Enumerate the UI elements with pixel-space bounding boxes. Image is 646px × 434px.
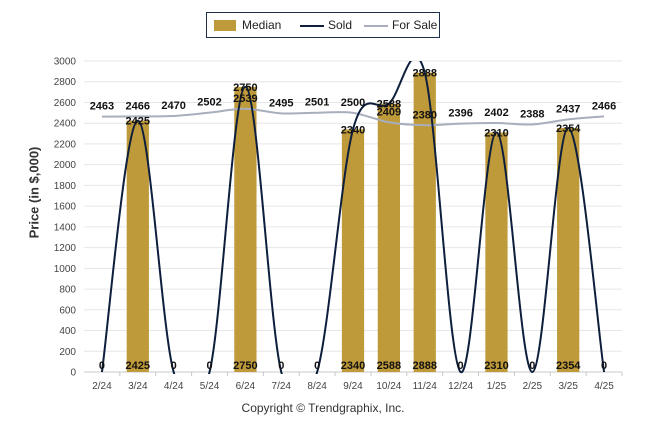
y-tick-label: 1200	[54, 243, 77, 254]
median-data-label: 2340	[341, 360, 365, 372]
for-sale-data-label: 2466	[592, 100, 616, 112]
sold-data-label: 0	[601, 360, 607, 372]
sold-data-label: 2310	[484, 128, 508, 140]
legend-sold-label: Sold	[328, 18, 353, 32]
sold-line	[100, 61, 606, 374]
x-tick-label: 3/24	[128, 381, 148, 392]
bar	[341, 129, 365, 372]
copyright-text: Copyright © Trendgraphix, Inc.	[241, 401, 405, 415]
sold-data-label: 2354	[556, 123, 581, 135]
y-tick-label: 1800	[54, 181, 77, 192]
sold-data-label: 0	[529, 360, 535, 372]
x-tick-label: 8/24	[307, 381, 327, 392]
x-tick-label: 2/24	[92, 381, 112, 392]
bar	[126, 120, 149, 372]
x-tick-label: 4/25	[594, 381, 614, 392]
y-tick-label: 3000	[54, 57, 77, 68]
y-tick-label: 2600	[54, 98, 77, 109]
legend-median-swatch	[214, 20, 236, 31]
y-tick-label: 2000	[54, 160, 77, 171]
median-data-label: 2750	[233, 360, 257, 372]
x-tick-label: 11/24	[413, 381, 438, 392]
sold-data-label: 0	[314, 360, 320, 372]
x-tick-label: 12/24	[448, 381, 473, 392]
for-sale-data-label: 2495	[269, 97, 293, 109]
sold-data-label: 2588	[377, 99, 401, 111]
x-tick-label: 10/24	[376, 381, 401, 392]
x-tick-label: 1/25	[487, 381, 507, 392]
sold-data-label: 0	[99, 360, 105, 372]
sold-data-label: 2340	[341, 124, 365, 136]
for-sale-data-label: 2500	[341, 97, 365, 109]
y-tick-label: 2800	[54, 77, 77, 88]
sold-data-label: 2888	[412, 68, 436, 80]
y-tick-label: 1000	[54, 264, 77, 275]
for-sale-data-label: 2437	[556, 103, 580, 115]
y-tick-label: 400	[59, 326, 76, 337]
median-data-label: 2588	[377, 360, 401, 372]
bar	[377, 103, 400, 372]
for-sale-data-label: 2380	[412, 109, 436, 121]
for-sale-data-label: 2463	[90, 101, 114, 113]
legend-sold-swatch	[300, 25, 324, 27]
y-tick-label: 600	[59, 305, 76, 316]
x-tick-label: 9/24	[343, 381, 363, 392]
y-tick-label: 2400	[54, 119, 77, 130]
for-sale-data-label: 2501	[305, 97, 329, 109]
for-sale-data-label: 2466	[126, 100, 150, 112]
x-tick-label: 7/24	[272, 381, 292, 392]
legend-for-sale-label: For Sale	[392, 18, 438, 32]
for-sale-data-label: 2402	[484, 107, 508, 119]
sold-data-label: 2425	[126, 116, 150, 128]
x-tick-label: 6/24	[236, 381, 256, 392]
for-sale-data-label: 2396	[448, 108, 472, 120]
median-data-label: 2310	[484, 360, 508, 372]
x-tick-label: 4/24	[164, 381, 184, 392]
bar	[413, 72, 436, 373]
median-data-label: 2354	[556, 360, 581, 372]
sold-data-label: 0	[278, 360, 284, 372]
for-sale-data-label: 2539	[233, 93, 257, 105]
legend-for-sale-swatch	[364, 25, 388, 27]
y-tick-label: 200	[59, 347, 76, 358]
x-tick-label: 3/25	[558, 381, 578, 392]
y-tick-label: 0	[70, 368, 76, 379]
median-data-label: 2425	[126, 360, 150, 372]
for-sale-data-label: 2409	[377, 106, 401, 118]
sold-data-label: 0	[171, 360, 177, 372]
legend-median-label: Median	[242, 18, 282, 32]
bar	[234, 86, 257, 373]
x-tick-label: 2/25	[523, 381, 543, 392]
for-sale-data-label: 2470	[161, 100, 185, 112]
sold-data-label: 0	[458, 360, 464, 372]
y-tick-label: 2200	[54, 139, 77, 150]
y-tick-label: 800	[59, 285, 76, 296]
x-tick-label: 5/24	[200, 381, 220, 392]
y-tick-label: 1600	[54, 202, 77, 213]
bar	[557, 127, 580, 373]
sold-data-label: 2750	[233, 82, 257, 94]
for-sale-data-label: 2502	[197, 97, 221, 109]
legend: Median Sold For Sale	[206, 12, 440, 38]
median-data-label: 2888	[412, 360, 436, 372]
for-sale-line	[101, 107, 605, 127]
sold-data-label: 0	[206, 360, 212, 372]
for-sale-data-label: 2388	[520, 108, 544, 120]
bar	[485, 132, 508, 372]
y-tick-label: 1400	[54, 222, 77, 233]
